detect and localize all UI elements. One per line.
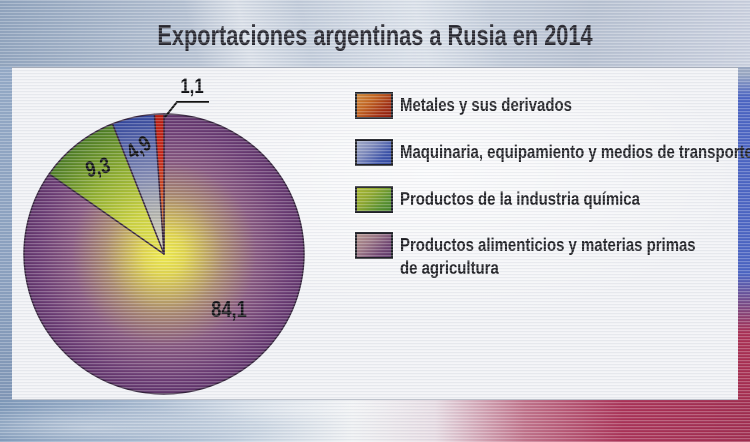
legend-swatch-quimica — [355, 186, 393, 213]
legend-swatch-maquinaria — [355, 139, 393, 166]
legend-label-alimenticios: Productos alimenticios y materias primas… — [400, 234, 696, 280]
legend-label-quimica: Productos de la industria química — [400, 188, 640, 211]
background-top-band — [0, 0, 750, 67]
legend-label-text: Maquinaria, equipamiento y medios de tra… — [400, 142, 750, 162]
background-right-flag-band — [738, 67, 750, 400]
legend-label-text-line1: Productos alimenticios y materias primas — [400, 235, 696, 255]
legend-item-quimica: Productos de la industria química — [355, 186, 689, 213]
background-left-band — [0, 67, 12, 400]
legend-label-text-line2: de agricultura — [400, 258, 499, 278]
chart-title: Exportaciones argentinas a Rusia en 2014 — [157, 20, 593, 52]
pie-value-label-metales: 1,1 — [180, 75, 204, 98]
legend-swatch-metales — [355, 92, 393, 119]
legend-item-maquinaria: Maquinaria, equipamiento y medios de tra… — [355, 139, 750, 166]
legend-label-maquinaria: Maquinaria, equipamiento y medios de tra… — [400, 141, 750, 164]
legend-item-alimenticios: Productos alimenticios y materias primas… — [355, 232, 750, 280]
legend-label-text: Productos de la industria química — [400, 189, 640, 209]
pie-value-label-alimenticios: 84,1 — [211, 297, 247, 322]
legend-label-text: Metales y sus derivados — [400, 95, 572, 115]
legend-swatch-alimenticios — [355, 232, 393, 259]
background-bottom-flag-band — [0, 400, 750, 442]
pie-slice-quimica — [48, 123, 165, 255]
legend-item-metales: Metales y sus derivados — [355, 92, 607, 119]
pie-value-label-quimica: 9,3 — [83, 153, 113, 182]
legend-label-metales: Metales y sus derivados — [400, 94, 572, 117]
callout-line — [164, 101, 209, 118]
